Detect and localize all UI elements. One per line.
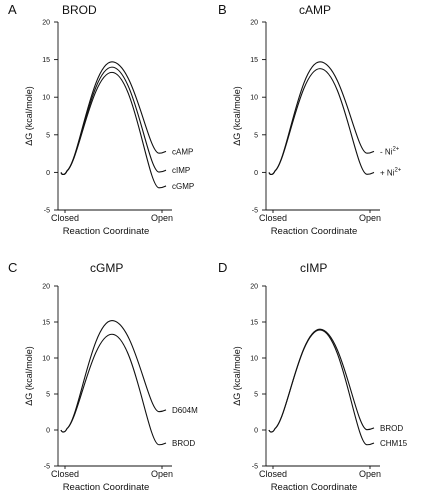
y-tick-label: 10	[42, 356, 50, 363]
panel-letter: A	[8, 2, 17, 17]
x-tick-label-open: Open	[151, 469, 173, 479]
x-tick-label-closed: Closed	[51, 469, 79, 479]
series-label: + Ni2+	[380, 167, 402, 177]
y-tick-label: 15	[42, 320, 50, 327]
series-line-1	[60, 333, 167, 446]
panel-title: cGMP	[90, 261, 123, 275]
series-label: - Ni2+	[380, 146, 400, 156]
series-label-text: CHM15	[380, 439, 408, 448]
series-line-1	[60, 66, 167, 176]
y-axis-label: ΔG (kcal/mole)	[24, 346, 34, 406]
panel-letter: B	[218, 2, 227, 17]
y-tick-label: 15	[250, 57, 258, 64]
panel-title: cIMP	[300, 261, 327, 275]
series-label-text: cAMP	[172, 147, 193, 156]
series-line-1	[268, 329, 375, 446]
series-label-text: + Ni	[380, 168, 395, 177]
y-axis-label: ΔG (kcal/mole)	[24, 86, 34, 146]
x-axis-label: Reaction Coordinate	[63, 482, 150, 493]
x-tick-label-open: Open	[151, 213, 173, 223]
y-axis-label: ΔG (kcal/mole)	[232, 346, 242, 406]
y-tick-label: 10	[250, 95, 258, 102]
series-label: BROD	[380, 424, 403, 433]
y-tick-label: 15	[250, 320, 258, 327]
y-tick-label: 15	[42, 57, 50, 64]
series-label-text: BROD	[380, 424, 403, 433]
y-axis-label: ΔG (kcal/mole)	[232, 86, 242, 146]
series-line-2	[60, 71, 167, 189]
x-tick-label-open: Open	[359, 469, 381, 479]
y-tick-label: 0	[254, 170, 258, 177]
series-label: cAMP	[172, 147, 193, 156]
panel-letter: D	[218, 260, 227, 275]
y-tick-label: 20	[250, 20, 258, 27]
y-tick-label: -5	[252, 464, 258, 471]
y-tick-label: 5	[254, 132, 258, 139]
x-axis-label: Reaction Coordinate	[63, 226, 150, 237]
y-tick-label: 5	[46, 132, 50, 139]
series-label-text: cGMP	[172, 182, 194, 191]
y-tick-label: 10	[42, 95, 50, 102]
x-tick-label-closed: Closed	[259, 213, 287, 223]
y-tick-label: 10	[250, 356, 258, 363]
series-label: cIMP	[172, 166, 190, 175]
y-tick-label: 0	[46, 170, 50, 177]
y-tick-label: 20	[42, 284, 50, 291]
panel-title: BROD	[62, 3, 97, 17]
y-tick-label: 20	[250, 284, 258, 291]
series-label-text: cIMP	[172, 166, 190, 175]
series-line-1	[268, 68, 375, 176]
series-label: cGMP	[172, 182, 194, 191]
y-tick-label: -5	[44, 208, 50, 215]
series-label-superscript: 2+	[392, 146, 399, 152]
y-tick-label: 5	[46, 392, 50, 399]
panel-letter: C	[8, 260, 17, 275]
y-tick-label: 0	[46, 428, 50, 435]
series-label: D604M	[172, 406, 198, 415]
y-tick-label: 20	[42, 20, 50, 27]
y-tick-label: 5	[254, 392, 258, 399]
y-tick-label: -5	[252, 208, 258, 215]
x-axis-label: Reaction Coordinate	[271, 482, 358, 493]
series-label: CHM15	[380, 439, 408, 448]
series-line-0	[60, 320, 167, 433]
x-axis-label: Reaction Coordinate	[271, 226, 358, 237]
series-label-text: - Ni	[380, 147, 393, 156]
series-label-text: BROD	[172, 439, 195, 448]
y-tick-label: -5	[44, 464, 50, 471]
panel-title: cAMP	[299, 3, 331, 17]
series-label-text: D604M	[172, 406, 198, 415]
x-tick-label-open: Open	[359, 213, 381, 223]
series-label: BROD	[172, 439, 195, 448]
y-tick-label: 0	[254, 428, 258, 435]
x-tick-label-closed: Closed	[259, 469, 287, 479]
series-line-0	[268, 328, 375, 433]
x-tick-label-closed: Closed	[51, 213, 79, 223]
series-label-superscript: 2+	[394, 167, 401, 173]
